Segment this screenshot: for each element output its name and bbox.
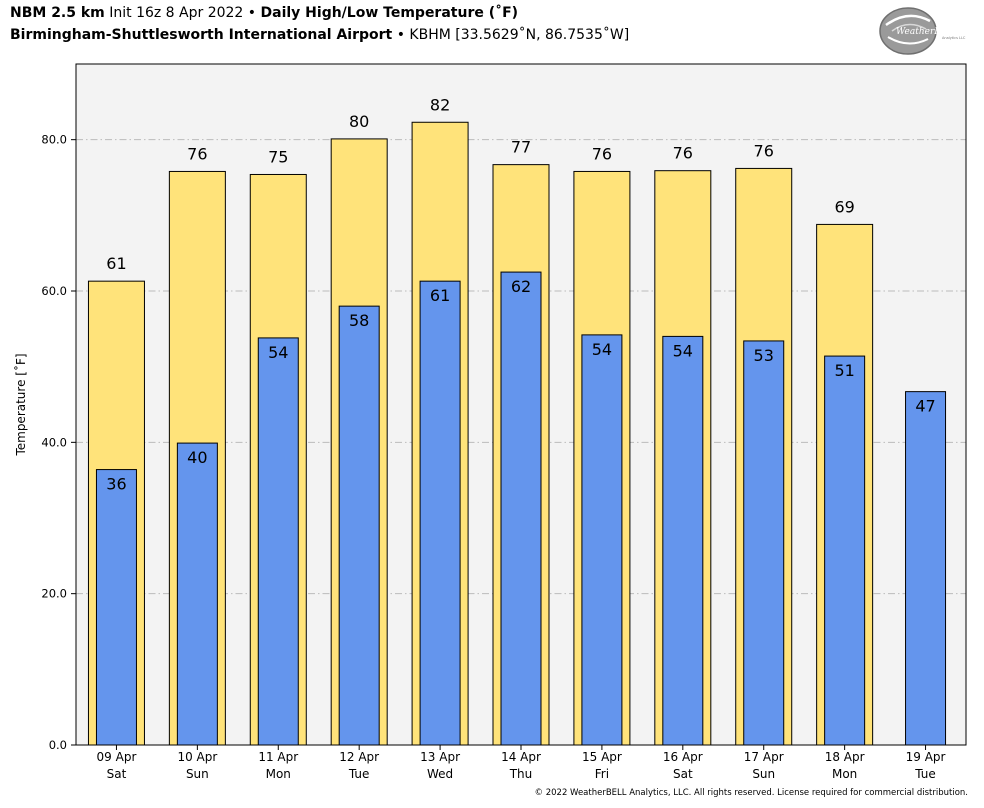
- low-bar: [176, 442, 218, 746]
- copyright-notice: © 2022 WeatherBELL Analytics, LLC. All r…: [534, 788, 968, 798]
- x-tick-label-day: Sun: [186, 767, 209, 781]
- high-value-label: 76: [187, 144, 207, 163]
- low-bar: [581, 334, 623, 746]
- product-name: Daily High/Low Temperature (˚F): [260, 5, 519, 21]
- x-tick-label-date: 16 Apr: [663, 750, 703, 764]
- high-value-label: 69: [834, 197, 854, 216]
- chart-title-line-2: Birmingham-Shuttlesworth International A…: [10, 27, 629, 43]
- low-bar: [824, 355, 866, 746]
- low-value-label: 40: [187, 448, 207, 467]
- y-tick-label: 0.0: [49, 738, 67, 752]
- x-tick-label-date: 14 Apr: [501, 750, 541, 764]
- x-tick-label-day: Thu: [509, 767, 533, 781]
- high-value-label: 80: [349, 112, 369, 131]
- separator: •: [396, 27, 405, 43]
- x-tick-label-day: Sun: [752, 767, 775, 781]
- low-value-label: 53: [754, 346, 774, 365]
- logo-subtext: Analytics LLC: [942, 36, 966, 40]
- x-tick-label-day: Mon: [832, 767, 857, 781]
- low-bar: [257, 337, 299, 746]
- low-bar: [95, 469, 137, 746]
- high-value-label: 76: [754, 141, 774, 160]
- high-value-label: 61: [106, 254, 126, 273]
- low-value-label: 51: [834, 361, 854, 380]
- weatherbell-logo: WeatherBELL Analytics LLC: [879, 7, 966, 55]
- low-bar: [743, 340, 785, 746]
- y-tick-label: 20.0: [41, 587, 67, 601]
- x-tick-label-date: 18 Apr: [825, 750, 865, 764]
- low-value-label: 54: [673, 341, 693, 360]
- y-tick-label: 60.0: [41, 284, 67, 298]
- separator: •: [247, 5, 257, 21]
- x-tick-label-date: 13 Apr: [420, 750, 460, 764]
- low-bar: [662, 335, 704, 746]
- low-value-label: 62: [511, 277, 531, 296]
- high-value-label: 76: [673, 144, 693, 163]
- low-value-label: 47: [915, 397, 935, 416]
- x-tick-label-day: Tue: [348, 767, 370, 781]
- high-value-label: 82: [430, 95, 450, 114]
- y-axis-label: Temperature [˚F]: [13, 353, 28, 456]
- low-value-label: 36: [106, 475, 126, 494]
- plot-frame: [75, 63, 967, 746]
- chart-title-line-1: NBM 2.5 km Init 16z 8 Apr 2022 • Daily H…: [10, 5, 518, 21]
- x-tick-label-date: 10 Apr: [177, 750, 217, 764]
- low-value-label: 54: [592, 340, 612, 359]
- low-value-label: 58: [349, 311, 369, 330]
- x-tick-label-day: Tue: [914, 767, 936, 781]
- x-tick-label-date: 09 Apr: [97, 750, 137, 764]
- station-info: KBHM [33.5629˚N, 86.7535˚W]: [409, 27, 630, 43]
- low-value-label: 61: [430, 286, 450, 305]
- x-tick-label-day: Mon: [266, 767, 291, 781]
- low-value-label: 54: [268, 343, 288, 362]
- location-name: Birmingham-Shuttlesworth International A…: [10, 27, 393, 43]
- high-value-label: 76: [592, 144, 612, 163]
- init-time: Init 16z 8 Apr 2022: [109, 5, 244, 21]
- x-tick-label-date: 17 Apr: [744, 750, 784, 764]
- x-tick-label-date: 15 Apr: [582, 750, 622, 764]
- model-name: NBM 2.5 km: [10, 5, 105, 21]
- x-tick-label-date: 19 Apr: [906, 750, 946, 764]
- low-bar: [905, 391, 947, 746]
- x-tick-label-day: Fri: [595, 767, 609, 781]
- x-tick-label-day: Sat: [673, 767, 693, 781]
- y-tick-label: 40.0: [41, 435, 67, 449]
- high-value-label: 75: [268, 147, 288, 166]
- logo-text: WeatherBELL: [896, 27, 959, 37]
- x-tick-label-day: Sat: [107, 767, 127, 781]
- low-bar: [419, 280, 461, 746]
- low-bar: [500, 271, 542, 746]
- y-tick-label: 80.0: [41, 133, 67, 147]
- x-tick-label-day: Wed: [427, 767, 453, 781]
- x-tick-label-date: 11 Apr: [258, 750, 298, 764]
- x-tick-label-date: 12 Apr: [339, 750, 379, 764]
- low-bar: [338, 305, 380, 746]
- high-value-label: 77: [511, 138, 531, 157]
